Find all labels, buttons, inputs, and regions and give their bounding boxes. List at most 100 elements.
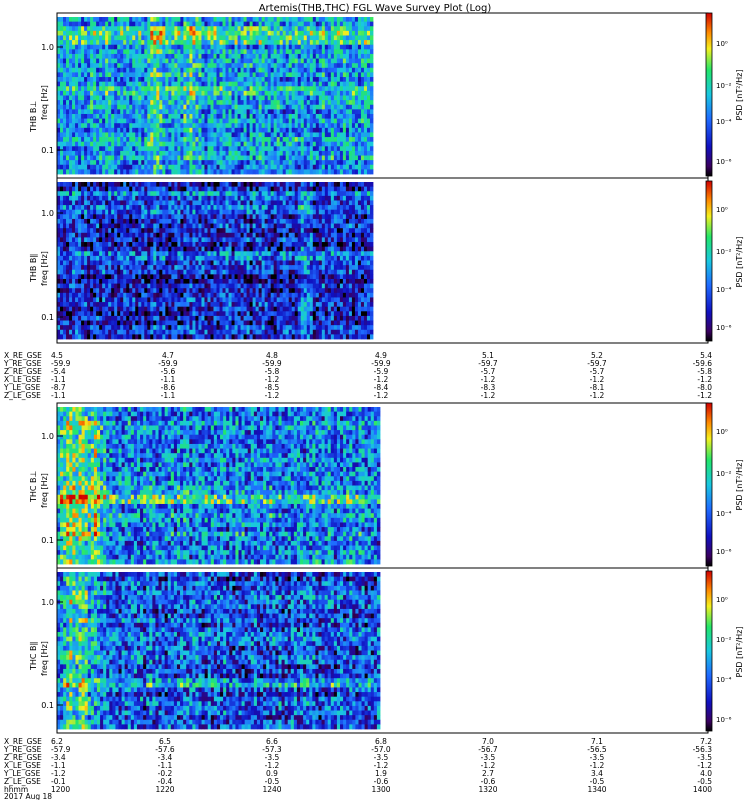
spectrogram-cell bbox=[195, 40, 199, 46]
spectrogram-cell bbox=[315, 26, 320, 32]
spectrogram-cell bbox=[99, 297, 103, 303]
spectrogram-cell bbox=[288, 95, 293, 101]
spectrogram-cell bbox=[207, 86, 211, 92]
spectrogram-cell bbox=[261, 35, 266, 41]
spectrogram-cell bbox=[72, 205, 76, 211]
spectrogram-cell bbox=[318, 63, 323, 69]
spectrogram-cell bbox=[81, 123, 85, 129]
spectrogram-cell bbox=[108, 255, 112, 261]
spectrogram-cell bbox=[129, 302, 133, 308]
spectrogram-cell bbox=[222, 104, 226, 110]
spectrogram-cell bbox=[120, 113, 124, 119]
spectrogram-cell bbox=[60, 118, 64, 124]
spectrogram-cell bbox=[228, 77, 232, 83]
spectrogram-cell bbox=[300, 132, 305, 138]
spectrogram-cell bbox=[78, 329, 82, 335]
spectrogram-cell bbox=[321, 49, 326, 55]
spectrogram-cell bbox=[99, 40, 103, 46]
spectrogram-cell bbox=[159, 53, 163, 59]
spectrogram-cell bbox=[303, 67, 308, 73]
spectrogram-cell bbox=[120, 72, 124, 78]
spectrogram-cell bbox=[90, 292, 94, 298]
spectrogram-cell bbox=[162, 72, 166, 78]
spectrogram-cell bbox=[84, 186, 88, 192]
spectrogram-cell bbox=[360, 169, 365, 175]
spectrogram-cell bbox=[306, 77, 311, 83]
spectrogram-cell bbox=[63, 191, 67, 197]
spectrogram-cell bbox=[120, 200, 124, 206]
spectrogram-cell bbox=[153, 195, 157, 201]
spectrogram-cell bbox=[84, 81, 88, 87]
spectrogram-cell bbox=[231, 17, 235, 23]
spectrogram-cell bbox=[315, 58, 320, 64]
spectrogram-cell bbox=[81, 302, 85, 308]
spectrogram-cell bbox=[99, 205, 103, 211]
spectrogram-cell bbox=[138, 164, 142, 170]
spectrogram-cell bbox=[354, 146, 359, 152]
spectrogram-cell bbox=[150, 274, 154, 280]
spectrogram-cell bbox=[237, 72, 241, 78]
spectrogram-cell bbox=[123, 297, 127, 303]
spectrogram-cell bbox=[342, 95, 347, 101]
spectrogram-cell bbox=[174, 292, 178, 298]
spectrogram-cell bbox=[105, 58, 109, 64]
spectrogram-cell bbox=[183, 17, 187, 23]
spectrogram-cell bbox=[354, 44, 359, 50]
spectrogram-cell bbox=[129, 169, 133, 175]
spectrogram-cell bbox=[114, 209, 118, 215]
spectrogram-cell bbox=[99, 237, 103, 243]
spectrogram-cell bbox=[129, 214, 133, 220]
spectrogram-cell bbox=[123, 329, 127, 335]
spectrogram-cell bbox=[138, 30, 142, 36]
spectrogram-cell bbox=[105, 205, 109, 211]
spectrogram-cell bbox=[159, 155, 163, 161]
spectrogram-cell bbox=[84, 251, 88, 257]
spectrogram-cell bbox=[105, 292, 109, 298]
spectrogram-cell bbox=[159, 95, 163, 101]
spectrogram-cell bbox=[357, 146, 362, 152]
spectrogram-cell bbox=[219, 77, 223, 83]
spectrogram-cell bbox=[369, 30, 374, 36]
spectrogram-cell bbox=[111, 40, 115, 46]
spectrogram-cell bbox=[204, 58, 208, 64]
spectrogram-cell bbox=[318, 44, 323, 50]
spectrogram-cell bbox=[312, 81, 317, 87]
spectrogram-cell bbox=[285, 77, 290, 83]
spectrogram-cell bbox=[198, 49, 202, 55]
spectrogram-cell bbox=[213, 160, 217, 166]
spectrogram-cell bbox=[237, 127, 241, 133]
spectrogram-cell bbox=[348, 118, 353, 124]
spectrogram-cell bbox=[150, 95, 154, 101]
spectrogram-cell bbox=[330, 40, 335, 46]
spectrogram-cell bbox=[84, 223, 88, 229]
spectrogram-cell bbox=[132, 26, 136, 32]
spectrogram-cell bbox=[138, 81, 142, 87]
spectrogram-cell bbox=[282, 53, 287, 59]
spectrogram-cell bbox=[150, 302, 154, 308]
spectrogram-cell bbox=[297, 164, 302, 170]
spectrogram-cell bbox=[171, 218, 175, 224]
spectrogram-cell bbox=[141, 325, 145, 331]
spectrogram-cell bbox=[339, 21, 344, 27]
spectrogram-cell bbox=[192, 100, 196, 106]
spectrogram-cell bbox=[219, 137, 223, 143]
spectrogram-cell bbox=[117, 228, 121, 234]
spectrogram-cell bbox=[93, 274, 97, 280]
spectrogram-cell bbox=[153, 132, 157, 138]
spectrogram-cell bbox=[288, 127, 293, 133]
spectrogram-cell bbox=[261, 81, 266, 87]
spectrogram-cell bbox=[327, 53, 332, 59]
spectrogram-cell bbox=[264, 155, 269, 161]
spectrogram-cell bbox=[339, 44, 344, 50]
spectrogram-cell bbox=[60, 104, 64, 110]
spectrogram-cell bbox=[210, 49, 214, 55]
spectrogram-cell bbox=[84, 132, 88, 138]
spectrogram-cell bbox=[156, 137, 160, 143]
spectrogram-cell bbox=[57, 100, 61, 106]
spectrogram-cell bbox=[207, 58, 211, 64]
spectrogram-cell bbox=[306, 90, 311, 96]
spectrogram-cell bbox=[264, 169, 269, 175]
spectrogram-cell bbox=[270, 72, 275, 78]
spectrogram-cell bbox=[174, 127, 178, 133]
spectrogram-cell bbox=[87, 86, 91, 92]
